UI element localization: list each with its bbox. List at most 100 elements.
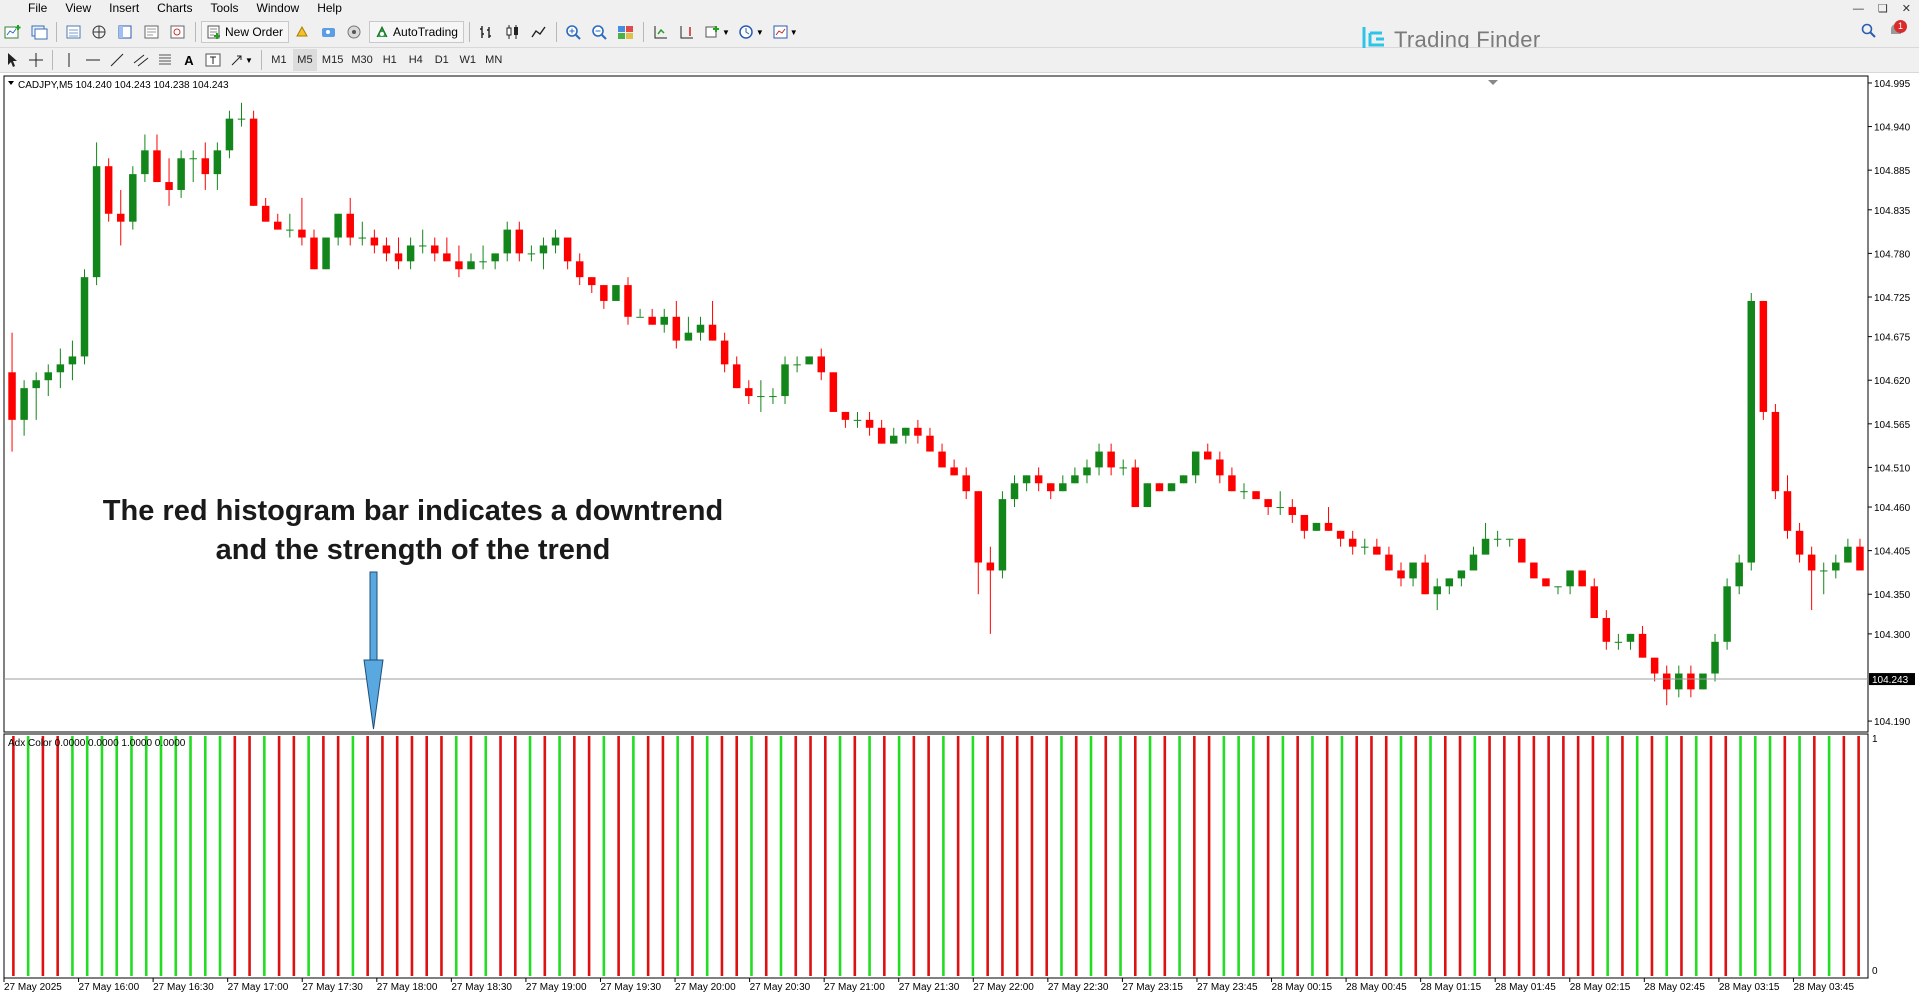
timeframe-m5[interactable]: M5 bbox=[292, 49, 317, 71]
drawing-toolbar: A ▼ M1 M5 M15 M30 H1 H4 D1 W1 MN bbox=[0, 48, 1919, 73]
autotrading-button[interactable]: AutoTrading bbox=[369, 21, 464, 43]
candle-body bbox=[1179, 475, 1188, 484]
top-right-tools: 1 bbox=[1861, 20, 1907, 41]
text-label-icon[interactable] bbox=[202, 49, 224, 71]
market-watch-icon[interactable] bbox=[62, 21, 86, 43]
profiles-icon[interactable] bbox=[27, 21, 51, 43]
candle-body bbox=[1264, 499, 1272, 508]
chart-background bbox=[0, 74, 1919, 996]
timeframe-h1[interactable]: H1 bbox=[382, 54, 397, 66]
menu-insert[interactable]: Insert bbox=[109, 1, 140, 15]
candle-body bbox=[286, 229, 294, 231]
navigator-icon[interactable] bbox=[114, 21, 138, 43]
vertical-line-icon[interactable] bbox=[58, 49, 80, 71]
candle-body bbox=[310, 237, 318, 270]
arrows-icon[interactable]: ▼ bbox=[226, 49, 256, 71]
candle-body bbox=[1010, 483, 1019, 500]
menu-charts[interactable]: Charts bbox=[157, 1, 193, 15]
toolbar-separator bbox=[52, 50, 53, 70]
chart-shift-icon[interactable] bbox=[675, 21, 699, 43]
timeframe-mn[interactable]: MN bbox=[485, 54, 503, 66]
horizontal-line-icon[interactable] bbox=[82, 49, 104, 71]
menu-window[interactable]: Window bbox=[256, 1, 300, 15]
candle-body bbox=[708, 324, 717, 341]
crosshair-icon[interactable] bbox=[25, 49, 47, 71]
candle-body bbox=[503, 229, 511, 254]
menu-help[interactable]: Help bbox=[317, 1, 342, 15]
text-icon[interactable]: A bbox=[184, 52, 194, 68]
close-icon[interactable]: ✕ bbox=[1901, 3, 1911, 15]
indicators-icon[interactable]: ▼ bbox=[701, 21, 733, 43]
timeframe-m1[interactable]: M1 bbox=[271, 54, 287, 66]
candle-body bbox=[757, 396, 765, 398]
candle-body bbox=[660, 316, 668, 325]
candle-body bbox=[950, 467, 958, 476]
cursor-icon[interactable] bbox=[1, 49, 23, 71]
candle-body bbox=[720, 340, 729, 365]
candle-body bbox=[1204, 451, 1212, 460]
timeframe-m30[interactable]: M30 bbox=[351, 54, 373, 66]
candle-body bbox=[1530, 562, 1538, 579]
notification-badge: 1 bbox=[1894, 20, 1907, 33]
fibonacci-icon[interactable] bbox=[154, 49, 176, 71]
candle-body bbox=[346, 213, 354, 238]
price-axis: 104.995 104.940 104.885 104.835 104.780 104.7… bbox=[1868, 79, 1911, 728]
auto-scroll-icon[interactable] bbox=[649, 21, 673, 43]
tile-windows-icon[interactable] bbox=[614, 21, 638, 43]
data-window-icon[interactable] bbox=[88, 21, 112, 43]
chart-title-dropdown-icon[interactable] bbox=[8, 81, 14, 85]
candle-body bbox=[334, 213, 342, 238]
timeframe-d1[interactable]: D1 bbox=[434, 54, 449, 66]
search-icon[interactable] bbox=[1861, 23, 1877, 39]
minimize-icon[interactable]: — bbox=[1852, 2, 1864, 15]
annotation-line-2: and the strength of the trend bbox=[216, 534, 611, 566]
zoom-out-icon[interactable] bbox=[588, 21, 612, 43]
candle-body bbox=[1481, 538, 1490, 555]
chart-window[interactable]: 104.995 104.940 104.885 104.835 104.780 104.7… bbox=[0, 74, 1919, 996]
price-pane-frame bbox=[3, 75, 1869, 733]
menu-view[interactable]: View bbox=[65, 1, 92, 15]
menu-tools[interactable]: Tools bbox=[210, 1, 239, 15]
candle-body bbox=[1807, 554, 1816, 571]
candle-body bbox=[1711, 641, 1719, 674]
trendline-icon[interactable] bbox=[106, 49, 128, 71]
time-tick-label: 27 May 21:00 bbox=[824, 982, 885, 993]
new-order-button[interactable]: New Order bbox=[201, 21, 290, 43]
toolbar-separator bbox=[642, 22, 644, 42]
candle-body bbox=[696, 324, 705, 333]
templates-icon[interactable]: ▼ bbox=[769, 21, 801, 43]
market-icon[interactable] bbox=[317, 21, 341, 43]
timeframe-w1[interactable]: W1 bbox=[459, 54, 476, 66]
candle-body bbox=[322, 237, 330, 270]
line-chart-icon[interactable] bbox=[527, 21, 551, 43]
new-chart-icon[interactable] bbox=[1, 21, 25, 43]
candle-body bbox=[612, 285, 620, 301]
candle-body bbox=[1324, 522, 1333, 531]
candle-body bbox=[1167, 483, 1176, 492]
zoom-in-icon[interactable] bbox=[562, 21, 586, 43]
candle-body bbox=[1832, 562, 1840, 571]
notifications-icon[interactable]: 1 bbox=[1887, 20, 1907, 41]
candle-body bbox=[769, 396, 777, 398]
terminal-icon[interactable] bbox=[140, 21, 164, 43]
equidistant-channel-icon[interactable] bbox=[130, 49, 152, 71]
periods-icon[interactable]: ▼ bbox=[735, 21, 767, 43]
candle-body bbox=[1723, 586, 1731, 642]
trading-finder-logo: Trading Finder bbox=[1360, 25, 1540, 55]
timeframe-m15[interactable]: M15 bbox=[321, 54, 344, 66]
candle-body bbox=[274, 221, 282, 230]
restore-icon[interactable]: ❑ bbox=[1877, 3, 1888, 15]
signals-icon[interactable] bbox=[343, 21, 367, 43]
bar-chart-icon[interactable] bbox=[475, 21, 499, 43]
candle-body bbox=[841, 411, 850, 420]
candle-body bbox=[1469, 554, 1478, 571]
strategy-tester-icon[interactable] bbox=[166, 21, 190, 43]
timeframe-h4[interactable]: H4 bbox=[408, 54, 423, 66]
metaeditor-icon[interactable] bbox=[291, 21, 315, 43]
time-tick-label: 27 May 20:00 bbox=[675, 982, 736, 993]
candle-body bbox=[1059, 483, 1067, 492]
price-tick-label: 104.675 bbox=[1874, 333, 1911, 344]
menu-file[interactable]: File bbox=[28, 1, 48, 15]
candlestick-icon[interactable] bbox=[501, 21, 525, 43]
candle-body bbox=[479, 261, 487, 263]
